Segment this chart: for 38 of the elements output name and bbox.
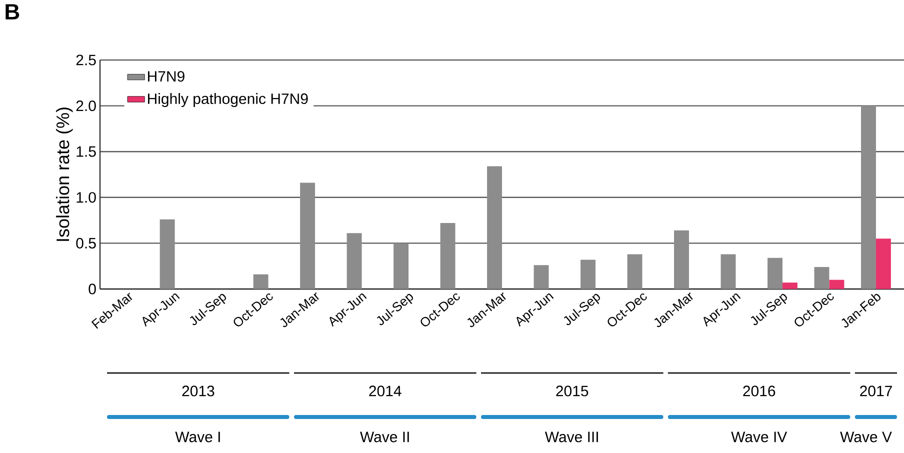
bar	[580, 260, 596, 289]
bar	[876, 238, 891, 289]
bar	[253, 274, 268, 289]
text: Wave II	[360, 432, 409, 442]
bar	[720, 254, 736, 289]
y-tick-label: 1.0	[76, 192, 96, 203]
legend-label: H7N9	[148, 71, 184, 82]
text: Wave IV	[731, 432, 788, 442]
text: Wave V	[840, 432, 892, 442]
y-tick-label: 1.5	[76, 146, 96, 157]
bar	[487, 166, 502, 289]
bar	[768, 258, 782, 289]
y-tick-label: 2.0	[76, 100, 96, 112]
bar	[160, 219, 175, 289]
bar	[300, 182, 316, 289]
bar	[829, 280, 844, 289]
text: 2014	[369, 386, 402, 396]
text: B	[6, 4, 20, 20]
y-tick-label: 0	[88, 284, 96, 294]
bar	[674, 230, 689, 289]
bar	[440, 223, 456, 289]
bar	[814, 267, 830, 289]
text: 2015	[556, 386, 588, 396]
text: Wave III	[544, 432, 598, 442]
bar	[534, 265, 549, 289]
text: 2017	[860, 386, 892, 396]
text: 2013	[182, 386, 214, 396]
y-tick-label: 2.5	[76, 54, 96, 66]
y-tick-label: 0.5	[76, 238, 96, 249]
bar	[394, 243, 409, 289]
legend-label: Highly pathogenic H7N9	[148, 93, 308, 108]
bar	[627, 254, 642, 289]
text: 2016	[743, 386, 776, 396]
bar	[346, 233, 362, 289]
bar	[782, 282, 798, 289]
bar	[861, 106, 876, 289]
y-axis-title: Isolation rate (%)	[56, 108, 73, 241]
text: Wave I	[175, 432, 220, 442]
